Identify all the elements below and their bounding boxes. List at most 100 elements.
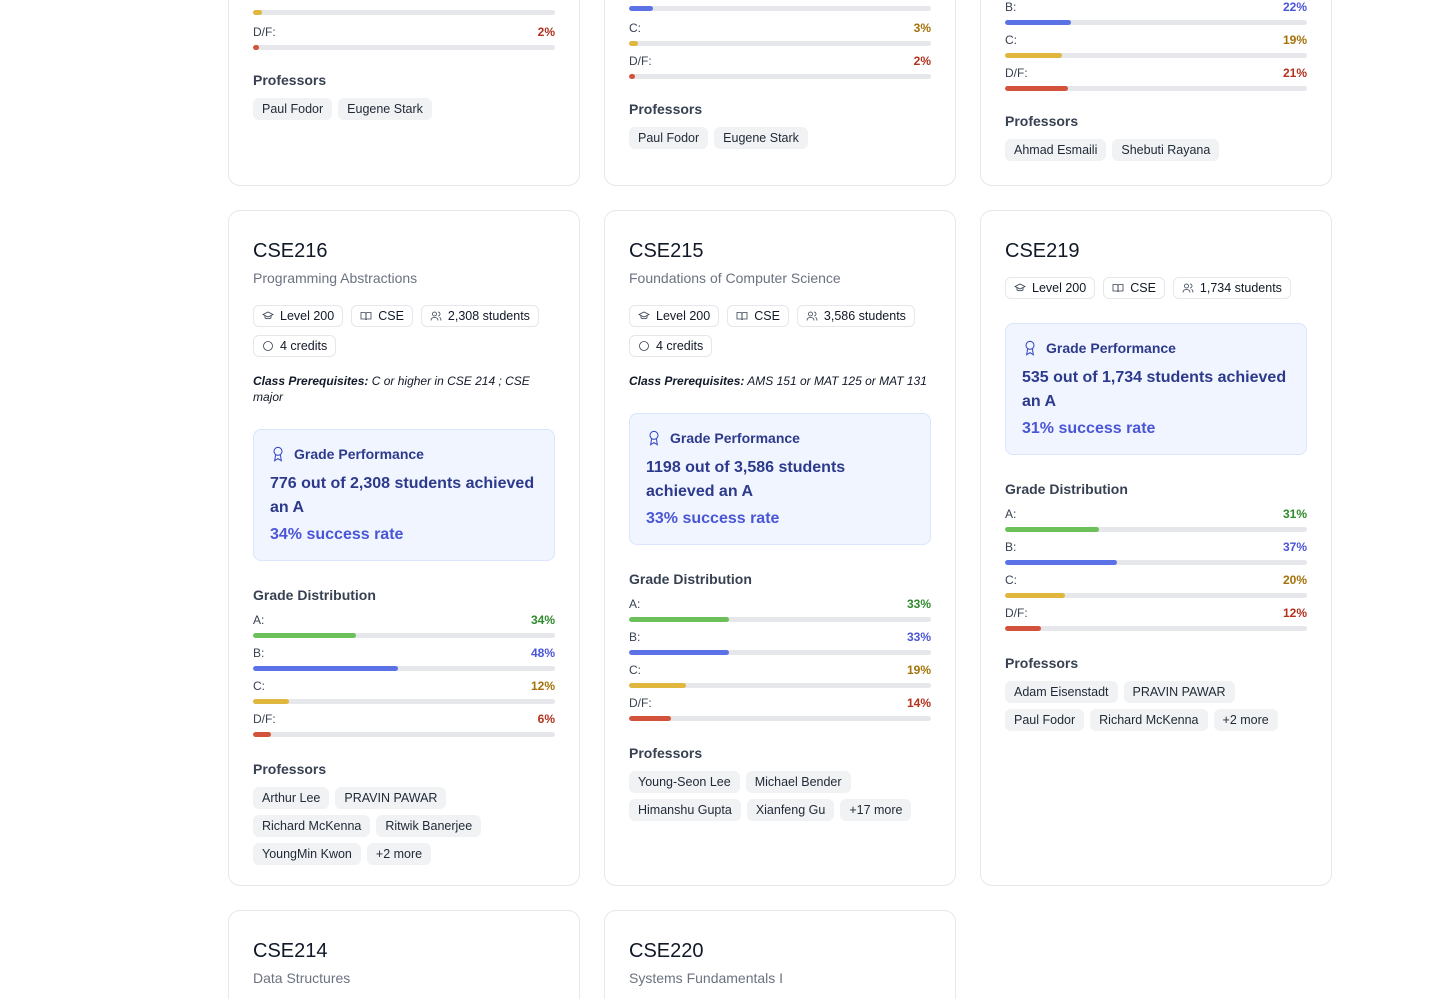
grade-label-row: D/F: 6% bbox=[253, 712, 555, 726]
course-card-cse215[interactable]: CSE215 Foundations of Computer Science Lev… bbox=[604, 210, 956, 886]
grade-label-row: C: 19% bbox=[1005, 33, 1307, 47]
grade-label-row: C: 3% bbox=[629, 21, 931, 35]
grade-row: D/F: 2% bbox=[253, 25, 555, 50]
grade-label: D/F: bbox=[629, 54, 652, 68]
grade-performance-header: Grade Performance bbox=[646, 430, 914, 446]
grade-row: B: 33% bbox=[629, 630, 931, 655]
course-card-cse214[interactable]: CSE214 Data Structures bbox=[228, 910, 580, 999]
course-code[interactable]: CSE216 bbox=[253, 240, 328, 262]
grade-row: C: 3% bbox=[629, 21, 931, 46]
grade-performance-header: Grade Performance bbox=[1022, 340, 1290, 356]
professor-chip[interactable]: Adam Eisenstadt bbox=[1005, 681, 1118, 703]
course-code[interactable]: CSE219 bbox=[1005, 240, 1080, 262]
professor-chip[interactable]: +2 more bbox=[1213, 709, 1278, 731]
professor-chip[interactable]: Xianfeng Gu bbox=[746, 799, 835, 821]
professor-chip[interactable]: Young-Seon Lee bbox=[629, 771, 740, 793]
grade-bar-fill bbox=[629, 650, 729, 655]
users-icon bbox=[430, 310, 442, 322]
professor-chip[interactable]: Paul Fodor bbox=[1005, 709, 1085, 731]
grade-label-row: A: 31% bbox=[1005, 507, 1307, 521]
grade-label: B: bbox=[629, 630, 641, 644]
course-card: D/F: 2% Professors Paul Fodor Eugene Stark bbox=[228, 0, 580, 186]
grade-label: C: bbox=[629, 663, 641, 677]
grade-bar-fill bbox=[1005, 593, 1066, 598]
grade-distribution-title: Grade Distribution bbox=[253, 587, 376, 603]
grade-label-row: C: 20% bbox=[1005, 573, 1307, 587]
grade-row: D/F: 6% bbox=[253, 712, 555, 737]
grade-row: A: 31% bbox=[1005, 507, 1307, 532]
grade-bar bbox=[629, 617, 931, 622]
graduation-cap-icon bbox=[638, 310, 650, 322]
course-card-cse216[interactable]: CSE216 Programming Abstractions Level 200 C… bbox=[228, 210, 580, 886]
grade-row: C: 19% bbox=[1005, 33, 1307, 58]
grade-bar-fill bbox=[1005, 53, 1063, 58]
course-code[interactable]: CSE215 bbox=[629, 240, 704, 262]
grade-percent: 37% bbox=[1282, 540, 1307, 554]
students-tag-label: 1,734 students bbox=[1199, 281, 1282, 295]
grade-row: B: 48% bbox=[253, 646, 555, 671]
professor-chip[interactable]: Himanshu Gupta bbox=[629, 799, 741, 821]
grade-bar-fill bbox=[629, 41, 639, 46]
grade-performance-summary: 776 out of 2,308 students achieved an A bbox=[270, 475, 535, 516]
grade-label-row: B: 22% bbox=[1005, 0, 1307, 14]
grade-label: B: bbox=[253, 646, 265, 660]
grade-percent: 12% bbox=[1282, 606, 1307, 620]
professor-chip[interactable]: Paul Fodor bbox=[253, 98, 333, 120]
grade-performance-panel: Grade Performance 1198 out of 3,586 stude… bbox=[629, 413, 931, 545]
graduation-cap-icon bbox=[262, 310, 274, 322]
professor-chip[interactable]: YoungMin Kwon bbox=[253, 843, 361, 865]
professors-title: Professors bbox=[629, 745, 703, 761]
course-card-cse220[interactable]: CSE220 Systems Fundamentals I bbox=[604, 910, 956, 999]
course-code[interactable]: CSE220 bbox=[629, 940, 704, 962]
course-card-cse219[interactable]: CSE219 Level 200 CSE 1,734 students Grade Pe… bbox=[980, 210, 1332, 886]
professor-chip[interactable]: Arthur Lee bbox=[253, 787, 330, 809]
professor-chip[interactable]: PRAVIN PAWAR bbox=[1123, 681, 1235, 703]
grade-row: C: 19% bbox=[629, 663, 931, 688]
grade-bar bbox=[629, 716, 931, 721]
course-card: C: 3% D/F: 2% Professors Paul Fodor Eugene Sta… bbox=[604, 0, 956, 186]
course-code[interactable]: CSE214 bbox=[253, 940, 328, 962]
grade-label-row: D/F: 14% bbox=[629, 696, 931, 710]
success-rate: 33% success rate bbox=[646, 510, 780, 527]
grade-bar-fill bbox=[1005, 86, 1069, 91]
grade-performance-summary: 1198 out of 3,586 students achieved an A bbox=[646, 459, 846, 500]
grade-bar bbox=[253, 633, 555, 638]
grade-bar-fill bbox=[253, 45, 260, 50]
professor-chip[interactable]: Ahmad Esmaili bbox=[1005, 139, 1107, 161]
course-tags: Level 200 CSE 1,734 students bbox=[1005, 277, 1307, 299]
professor-chip[interactable]: Paul Fodor bbox=[629, 127, 709, 149]
professor-chip[interactable]: Shebuti Rayana bbox=[1112, 139, 1220, 161]
grade-label: C: bbox=[1005, 33, 1017, 47]
grade-percent: 2% bbox=[537, 25, 555, 39]
grade-bar bbox=[629, 6, 931, 11]
professor-chip[interactable]: +17 more bbox=[840, 799, 912, 821]
grade-bar-fill bbox=[253, 633, 356, 638]
grade-percent: 6% bbox=[537, 712, 555, 726]
grade-row: A: 34% bbox=[253, 613, 555, 638]
professors-title: Professors bbox=[629, 101, 703, 117]
students-tag: 3,586 students bbox=[796, 305, 915, 327]
prerequisites-text: C or higher in CSE 214 ; CSE major bbox=[253, 374, 530, 404]
award-icon bbox=[270, 446, 286, 462]
professor-chip[interactable]: Ritwik Banerjee bbox=[376, 815, 482, 837]
grade-percent: 19% bbox=[906, 663, 931, 677]
professor-chip[interactable]: Eugene Stark bbox=[714, 127, 808, 149]
department-tag: CSE bbox=[351, 305, 413, 327]
professor-chip[interactable]: Richard McKenna bbox=[253, 815, 371, 837]
professor-chip[interactable]: Richard McKenna bbox=[1090, 709, 1208, 731]
students-tag: 1,734 students bbox=[1172, 277, 1291, 299]
professor-chip[interactable]: Eugene Stark bbox=[338, 98, 432, 120]
professor-chip[interactable]: Michael Bender bbox=[745, 771, 851, 793]
professor-chip[interactable]: PRAVIN PAWAR bbox=[335, 787, 447, 809]
graduation-cap-icon bbox=[1014, 282, 1026, 294]
department-tag-label: CSE bbox=[1130, 281, 1156, 295]
grade-label-row: A: 34% bbox=[253, 613, 555, 627]
grade-row: A: 33% bbox=[629, 597, 931, 622]
professor-chip[interactable]: +2 more bbox=[366, 843, 432, 865]
grade-label: B: bbox=[1005, 540, 1017, 554]
grade-label-row: B: 37% bbox=[1005, 540, 1307, 554]
grade-distribution: A: 33% B: 33% C: 19% D/F: 14% bbox=[629, 597, 931, 721]
grade-label-row: D/F: 21% bbox=[1005, 66, 1307, 80]
book-icon bbox=[360, 310, 372, 322]
course-title: Data Structures bbox=[253, 970, 351, 986]
